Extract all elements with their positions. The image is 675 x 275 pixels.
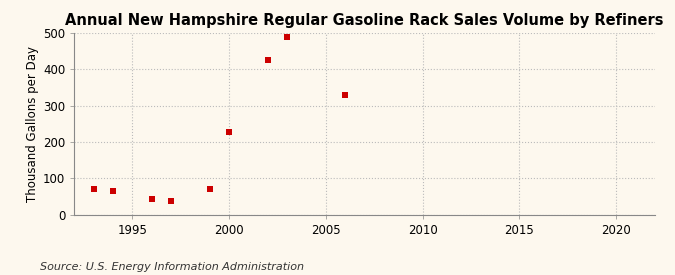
Point	[205, 187, 215, 191]
Y-axis label: Thousand Gallons per Day: Thousand Gallons per Day	[26, 46, 38, 202]
Point	[281, 35, 292, 40]
Point	[165, 199, 176, 203]
Point	[146, 197, 157, 201]
Text: Source: U.S. Energy Information Administration: Source: U.S. Energy Information Administ…	[40, 262, 304, 272]
Point	[263, 58, 273, 62]
Point	[107, 189, 118, 194]
Title: Annual New Hampshire Regular Gasoline Rack Sales Volume by Refiners: Annual New Hampshire Regular Gasoline Ra…	[65, 13, 664, 28]
Point	[223, 130, 234, 134]
Point	[340, 93, 350, 98]
Point	[88, 187, 99, 191]
